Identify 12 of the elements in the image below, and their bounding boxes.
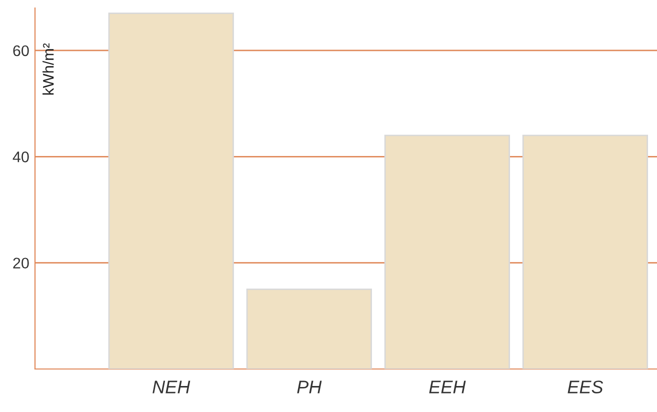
y-axis-title: kWh/m² (42, 43, 54, 95)
bar (246, 288, 372, 369)
x-tick-label: EES (568, 380, 604, 394)
bar (108, 12, 234, 369)
y-tick-label: 40 (12, 152, 29, 162)
x-tick-label: PH (297, 380, 322, 394)
bar (522, 134, 648, 369)
x-tick-label: NEH (152, 380, 190, 394)
y-tick-label: 60 (13, 45, 29, 56)
y-tick-label: 20 (13, 258, 29, 269)
bar (384, 134, 510, 369)
x-tick-label: EEH (429, 380, 466, 394)
